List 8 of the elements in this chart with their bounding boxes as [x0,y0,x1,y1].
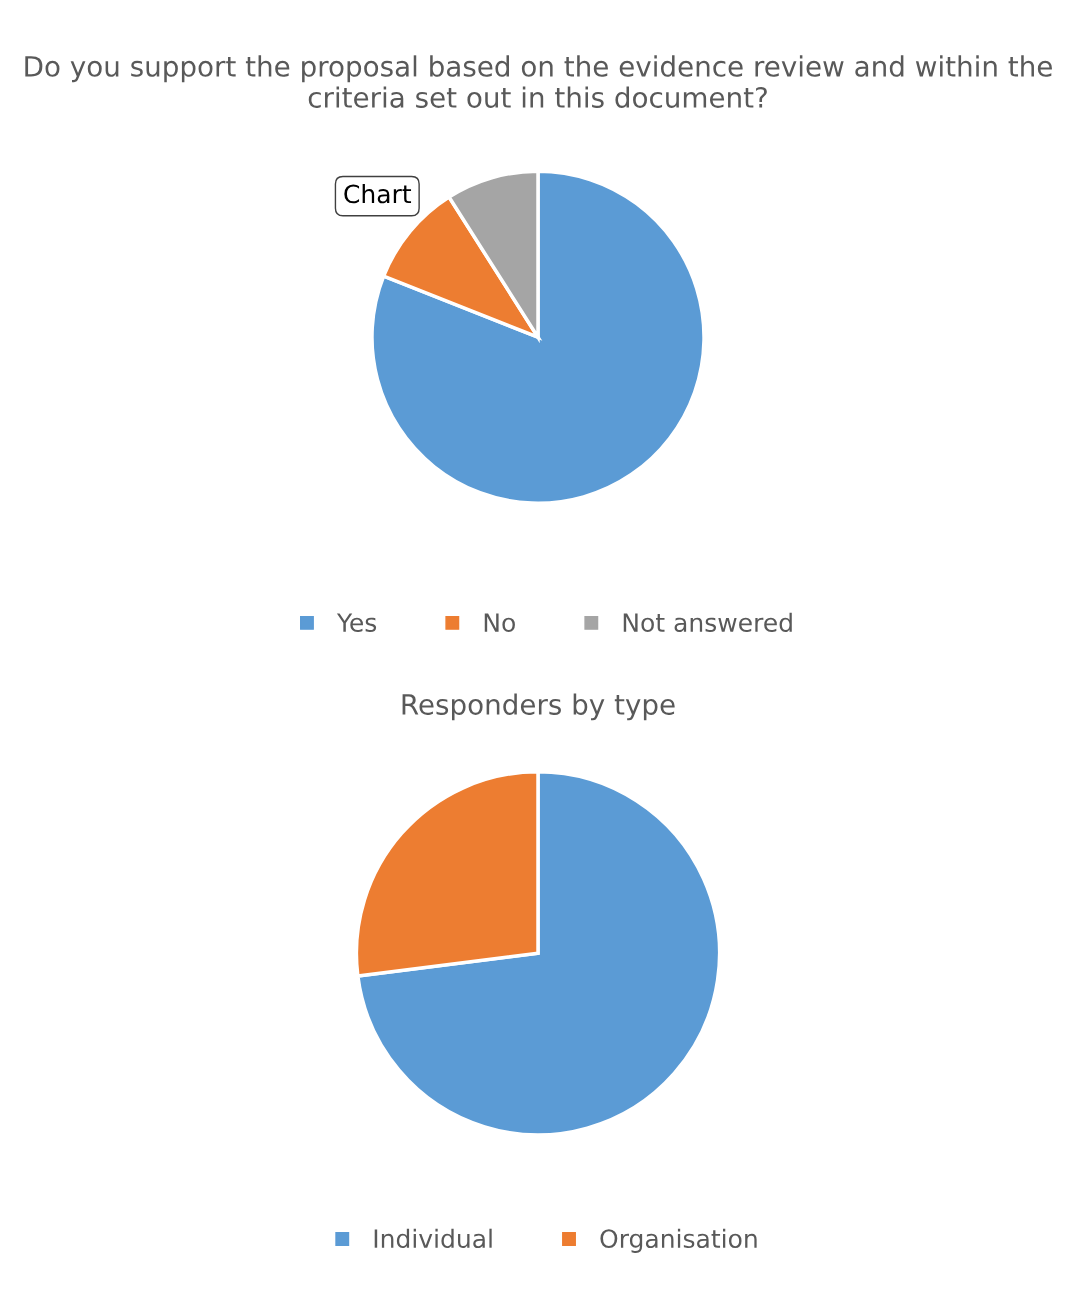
legend-label: Organisation [600,1228,757,1253]
legend-label: Individual [374,1228,492,1249]
legend-label: Yes [336,613,377,632]
legend-label: Not answered [623,612,792,632]
chart-title: Do you support the proposal based on the evidence review and within the criteria set out in this document? [25,55,1052,108]
chart-title: Responders by type [402,693,675,721]
text: Chart [344,184,412,204]
legend-label: No [484,613,515,632]
